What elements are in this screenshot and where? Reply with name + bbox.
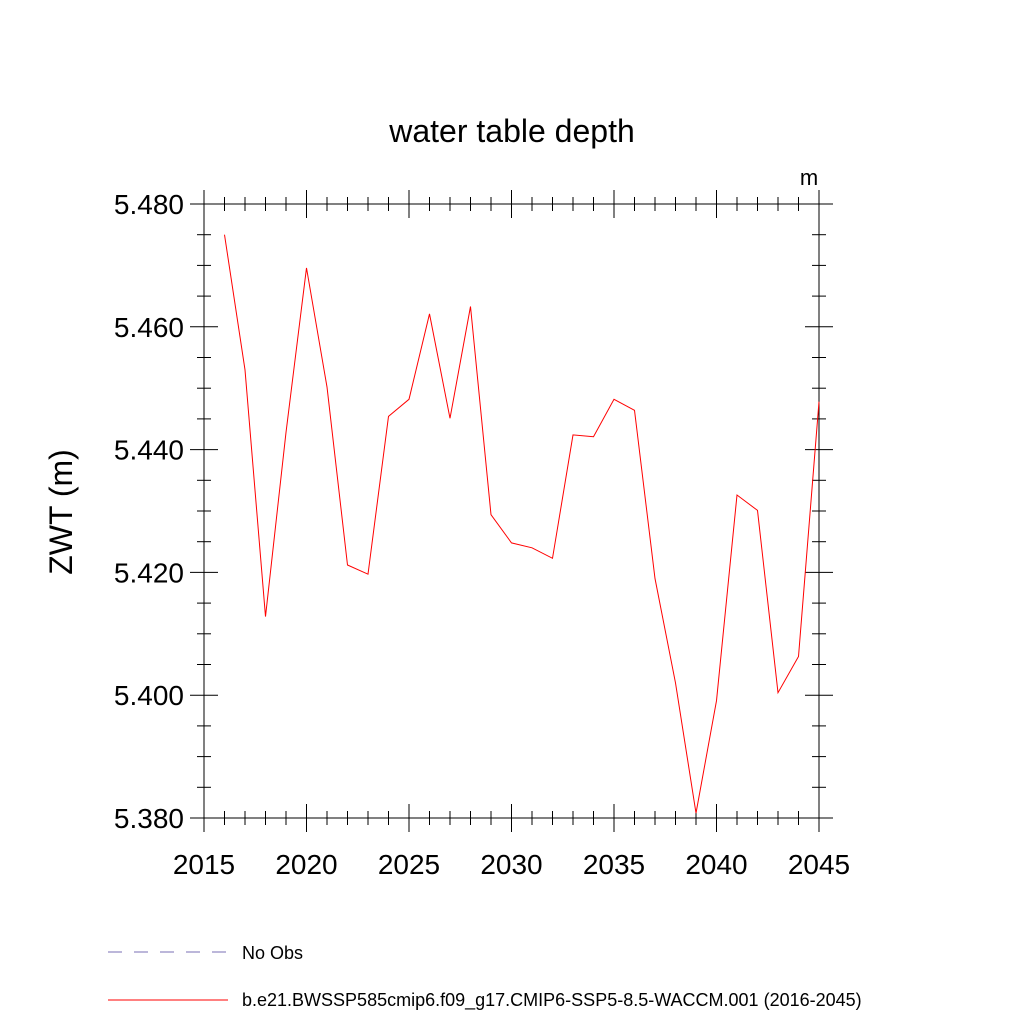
y-axis-tick-labels: 5.380 5.400 5.420 5.440 5.460 5.480 <box>114 189 184 834</box>
y-tick-label: 5.420 <box>114 557 184 588</box>
x-tick-label: 2015 <box>173 849 235 880</box>
y-tick-label: 5.460 <box>114 312 184 343</box>
x-axis-ticks <box>203 190 820 832</box>
y-tick-label: 5.400 <box>114 680 184 711</box>
x-tick-label: 2035 <box>583 849 645 880</box>
plot-frame <box>203 203 820 819</box>
legend-label-model: b.e21.BWSSP585cmip6.f09_g17.CMIP6-SSP5-8… <box>242 990 862 1011</box>
y-tick-label: 5.480 <box>114 189 184 220</box>
x-tick-label: 2030 <box>480 849 542 880</box>
x-tick-label: 2040 <box>685 849 747 880</box>
x-axis-tick-labels: 2015 2020 2025 2030 2035 2040 2045 <box>173 849 850 880</box>
y-tick-label: 5.440 <box>114 435 184 466</box>
chart-title: water table depth <box>388 113 635 149</box>
y-tick-label: 5.380 <box>114 803 184 834</box>
x-tick-label: 2025 <box>378 849 440 880</box>
units-label: m <box>800 165 818 190</box>
legend: No Obs b.e21.BWSSP585cmip6.f09_g17.CMIP6… <box>108 943 862 1011</box>
series-layer <box>224 234 820 814</box>
x-tick-label: 2045 <box>788 849 850 880</box>
y-axis-ticks <box>190 203 833 819</box>
x-tick-label: 2020 <box>275 849 337 880</box>
series-line <box>224 234 820 814</box>
y-axis-label: ZWT (m) <box>43 449 79 575</box>
legend-label-no-obs: No Obs <box>242 943 303 963</box>
